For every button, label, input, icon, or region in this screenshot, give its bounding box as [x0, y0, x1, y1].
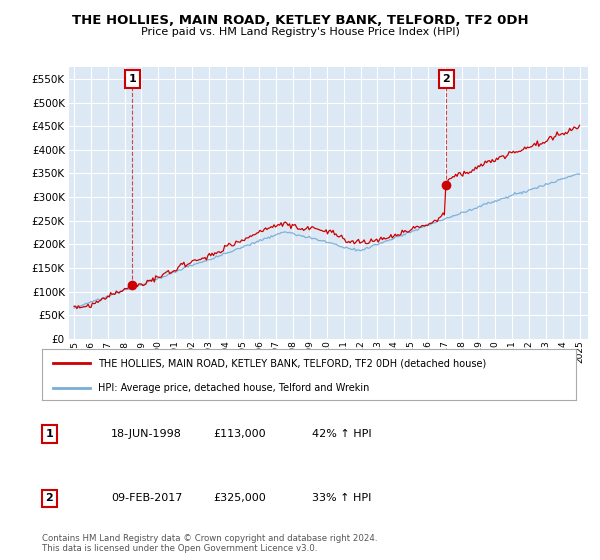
Text: 2: 2	[46, 493, 53, 503]
Text: 33% ↑ HPI: 33% ↑ HPI	[312, 493, 371, 503]
Text: 1: 1	[46, 429, 53, 439]
Text: 1: 1	[128, 74, 136, 85]
Text: THE HOLLIES, MAIN ROAD, KETLEY BANK, TELFORD, TF2 0DH (detached house): THE HOLLIES, MAIN ROAD, KETLEY BANK, TEL…	[98, 358, 487, 368]
Text: THE HOLLIES, MAIN ROAD, KETLEY BANK, TELFORD, TF2 0DH: THE HOLLIES, MAIN ROAD, KETLEY BANK, TEL…	[71, 14, 529, 27]
Text: £113,000: £113,000	[213, 429, 266, 439]
Text: 42% ↑ HPI: 42% ↑ HPI	[312, 429, 371, 439]
Text: 18-JUN-1998: 18-JUN-1998	[111, 429, 182, 439]
Text: £325,000: £325,000	[213, 493, 266, 503]
Text: HPI: Average price, detached house, Telford and Wrekin: HPI: Average price, detached house, Telf…	[98, 382, 370, 393]
Text: 09-FEB-2017: 09-FEB-2017	[111, 493, 182, 503]
Text: Contains HM Land Registry data © Crown copyright and database right 2024.
This d: Contains HM Land Registry data © Crown c…	[42, 534, 377, 553]
Text: 2: 2	[443, 74, 451, 85]
Text: Price paid vs. HM Land Registry's House Price Index (HPI): Price paid vs. HM Land Registry's House …	[140, 27, 460, 38]
